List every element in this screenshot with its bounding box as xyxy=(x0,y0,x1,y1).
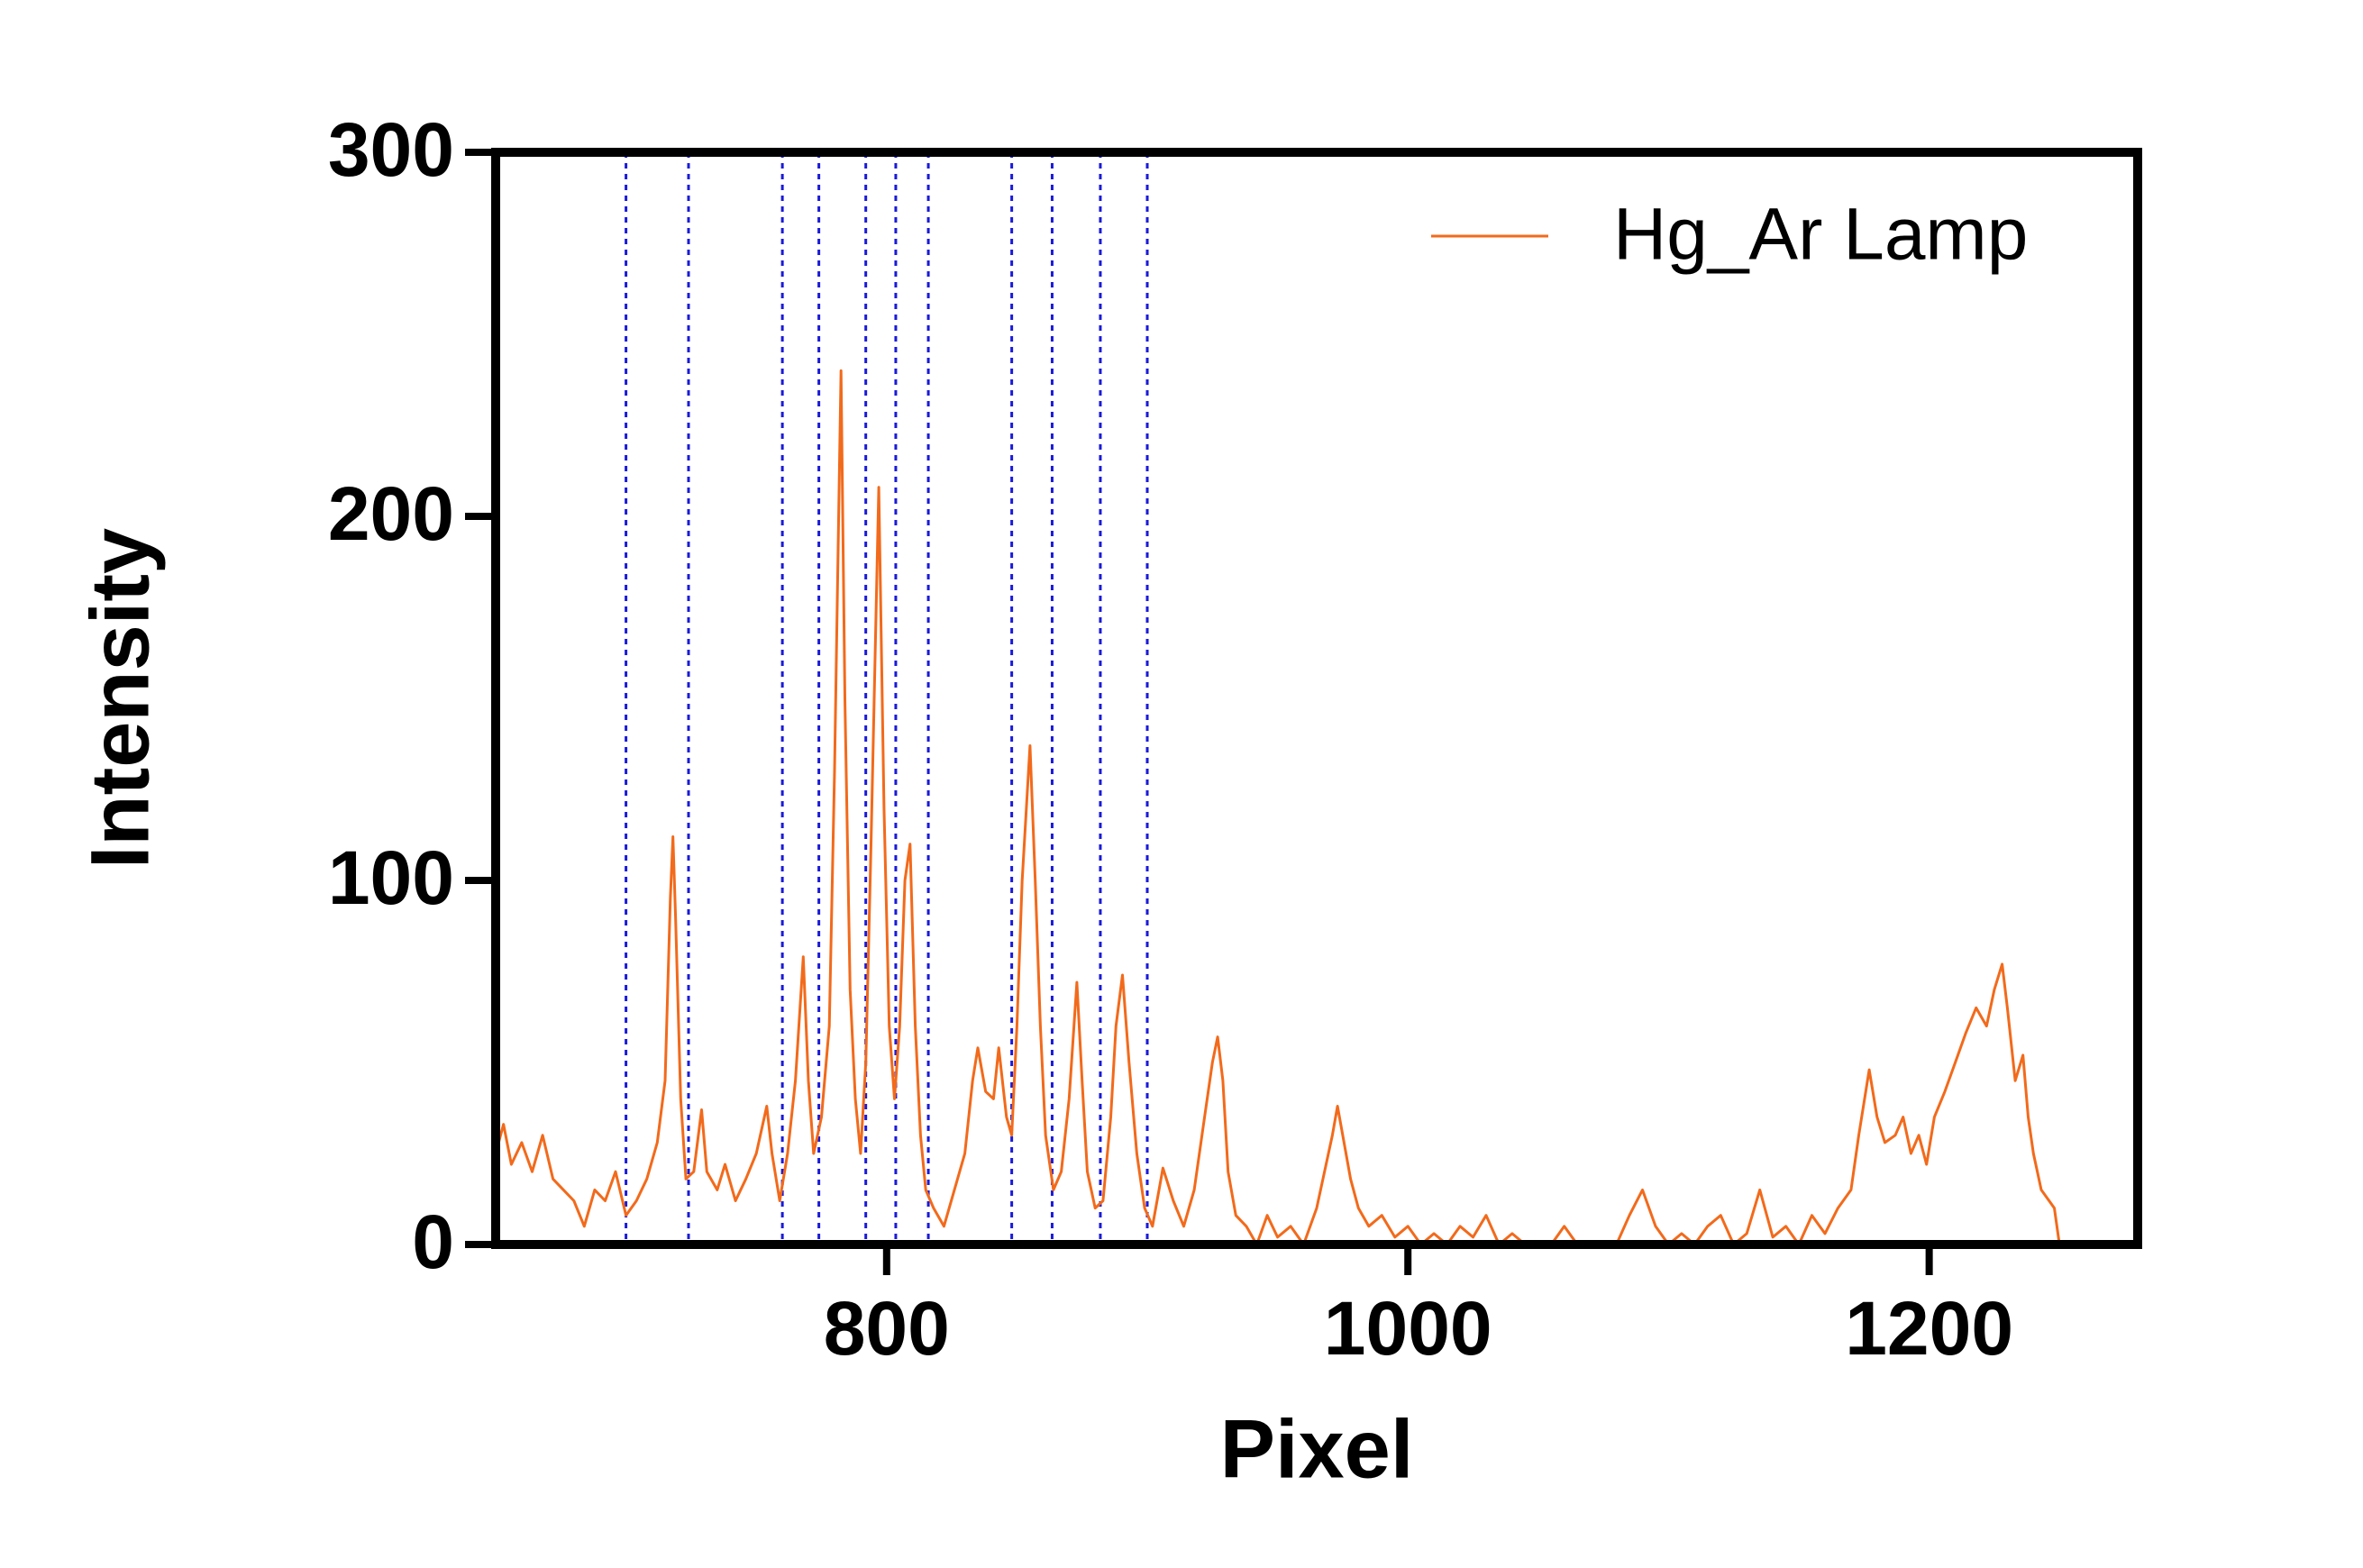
y-tick-label: 100 xyxy=(328,835,454,920)
data-line xyxy=(494,369,2061,1246)
y-axis-title: Intensity xyxy=(74,528,166,869)
x-tick-label: 800 xyxy=(824,1286,950,1371)
plot-frame xyxy=(491,148,2142,1249)
x-axis-title: Pixel xyxy=(1220,1403,1414,1495)
y-tick-label: 300 xyxy=(328,107,454,192)
x-tick-label: 1000 xyxy=(1324,1286,1492,1371)
legend-label: Hg_Ar Lamp xyxy=(1613,194,2028,276)
x-tick-label: 1200 xyxy=(1845,1286,2013,1371)
y-tick-label: 0 xyxy=(412,1199,454,1284)
y-tick-label: 200 xyxy=(328,471,454,556)
